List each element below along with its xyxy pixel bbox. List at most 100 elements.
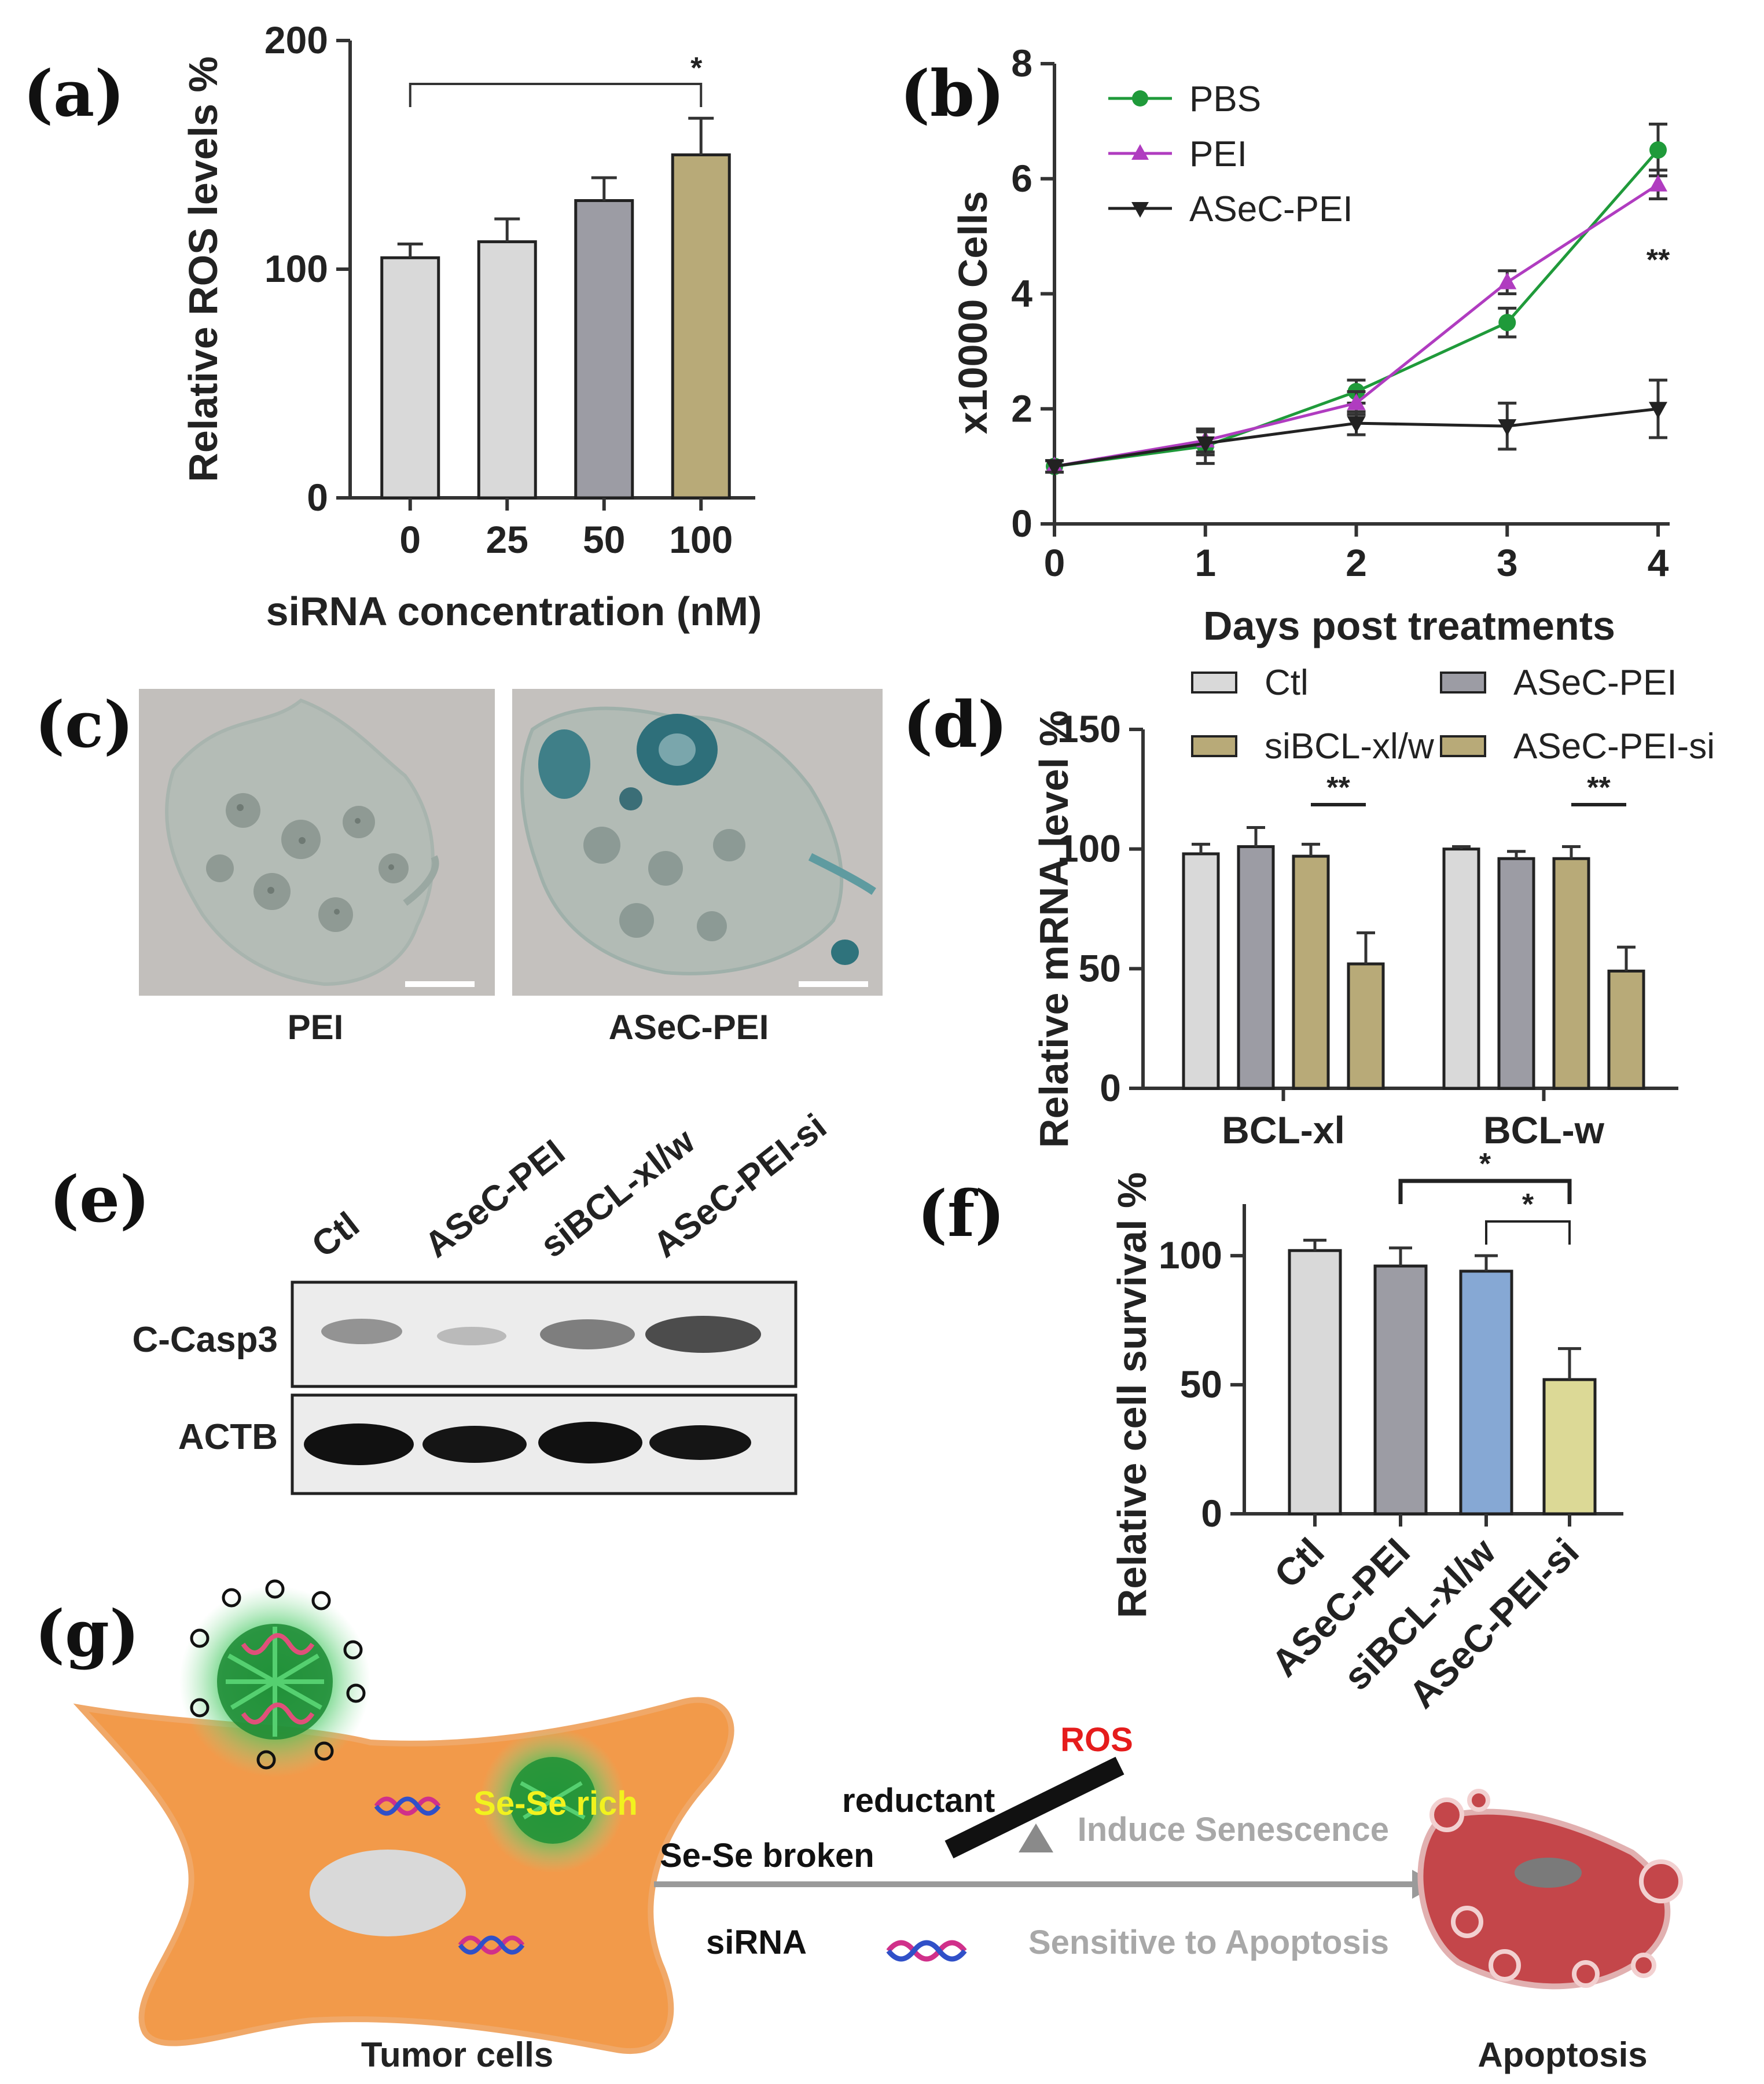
- panel-d-letter: (d): [903, 687, 1008, 762]
- b-ytick-label: 8: [1011, 42, 1032, 85]
- lane-label-ctl: Ctl: [304, 1205, 367, 1265]
- panel-a-letter: (a): [23, 56, 124, 131]
- a-sig-bracket: [409, 83, 703, 107]
- a-ytick-label: 100: [264, 247, 328, 290]
- b-xtick-label: 4: [1648, 541, 1669, 584]
- panel-b-letter: (b): [900, 56, 1005, 131]
- scale-bar-left: [405, 981, 475, 987]
- panel-c: (c) PEI: [35, 687, 883, 1047]
- panel-b: (b) 0 2 4 6 8 0 1 2 3 4 ** PBS PEI ASeC-PEI x10000 Ce…: [900, 42, 1670, 648]
- b-point-PEI: [1347, 393, 1366, 410]
- a-xtick-label: 25: [486, 518, 528, 561]
- f-ytick-label: 0: [1201, 1492, 1222, 1535]
- b-xtick-label: 2: [1346, 541, 1367, 584]
- nanoparticle-inner: [480, 1728, 625, 1873]
- f-sig-bracket: [1485, 1220, 1571, 1245]
- a-bar: [574, 199, 634, 500]
- d-legend-swatch: [1191, 672, 1237, 694]
- b-xtick-label: 0: [1044, 541, 1065, 584]
- sirna-helix-2: [458, 1935, 525, 1955]
- d-legend-swatch: [1191, 735, 1237, 757]
- d-legend-swatch: [1440, 735, 1486, 757]
- b-annotation: **: [1647, 243, 1670, 277]
- apoptosis-label: Apoptosis: [1478, 2035, 1647, 2074]
- blot-lane-labels: Ctl ASeC-PEI siBCL-xl/w ASeC-PEI-si: [304, 1106, 834, 1265]
- b-legend-marker: [1132, 90, 1148, 107]
- panel-f-letter: (f): [917, 1176, 1005, 1251]
- panel-d: (d) 0 50 100 150 BCL-xl ** BCL-w ** Ctl ASeC-PEI…: [903, 663, 1715, 1151]
- se-se-rich-label: Se-Se rich: [473, 1785, 638, 1822]
- d-ytick-label: 50: [1079, 946, 1121, 989]
- induce-senescence-label: Induce Senescence: [1078, 1811, 1389, 1848]
- b-point-PEI: [1498, 272, 1517, 289]
- micrograph-asec-pei-label: ASeC-PEI: [609, 1008, 769, 1047]
- a-ylabel: Relative ROS levels %: [181, 56, 226, 482]
- panel-c-letter: (c): [35, 687, 134, 762]
- ros-label: ROS: [1060, 1721, 1133, 1759]
- a-xtick-label: 100: [669, 518, 733, 561]
- cell-nucleus: [310, 1850, 466, 1936]
- a-bar: [477, 240, 537, 500]
- f-sig-label: *: [1522, 1188, 1534, 1221]
- f-ylabel: Relative cell survival %: [1109, 1172, 1155, 1618]
- balance-beam: [945, 1756, 1124, 1859]
- a-xlabel: siRNA concentration (nM): [266, 589, 762, 634]
- blot-actb: [291, 1393, 798, 1495]
- a-ytick-label: 200: [264, 19, 328, 61]
- micrograph-pei-label: PEI: [288, 1008, 344, 1047]
- b-xlabel: Days post treatments: [1203, 603, 1615, 648]
- a-sig-label: *: [690, 52, 703, 85]
- blot-row-actb: ACTB: [178, 1417, 278, 1457]
- d-legend-label: Ctl: [1265, 663, 1309, 703]
- b-ylabel: x10000 Cells: [950, 191, 995, 434]
- d-bar: [1347, 962, 1385, 1090]
- d-sig-label: **: [1326, 771, 1350, 805]
- b-ytick-label: 0: [1011, 502, 1032, 545]
- f-bar: [1288, 1249, 1342, 1516]
- f-bar: [1542, 1378, 1597, 1516]
- d-ytick-label: 0: [1100, 1066, 1121, 1109]
- b-xtick-label: 1: [1195, 541, 1216, 584]
- b-point-ASeC-PEI: [1498, 419, 1517, 436]
- f-ytick-label: 100: [1159, 1234, 1222, 1276]
- a-ytick-label: 0: [307, 476, 328, 519]
- b-point-PBS: [1649, 141, 1667, 159]
- sirna-helix-1: [374, 1796, 441, 1816]
- d-bar: [1497, 857, 1535, 1090]
- d-sig-label: **: [1587, 771, 1611, 805]
- b-ytick-label: 2: [1011, 387, 1032, 430]
- d-bar: [1292, 854, 1330, 1090]
- b-point-PEI: [1649, 174, 1667, 192]
- tumor-cells-label: Tumor cells: [361, 2035, 553, 2074]
- f-ytick-label: 50: [1180, 1363, 1222, 1406]
- scale-bar-right: [799, 981, 868, 987]
- d-xtick-label: BCL-xl: [1222, 1109, 1345, 1151]
- b-legend-label: PEI: [1189, 134, 1247, 174]
- f-bar: [1373, 1264, 1428, 1516]
- blot-row-c-casp3: C-Casp3: [132, 1320, 278, 1360]
- b-ytick-label: 6: [1011, 157, 1032, 200]
- panel-g-letter: (g): [35, 1596, 139, 1671]
- d-legend: Ctl ASeC-PEI siBCL-xl/w ASeC-PEI-si: [1191, 663, 1715, 766]
- b-xtick-label: 3: [1497, 541, 1518, 584]
- d-ytick-label: 150: [1057, 707, 1121, 750]
- d-legend-label: siBCL-xl/w: [1265, 727, 1434, 766]
- d-bar: [1237, 845, 1275, 1090]
- b-ytick-label: 4: [1011, 272, 1032, 315]
- panel-e-letter: (e): [49, 1162, 150, 1237]
- blot-c-casp3: [291, 1281, 798, 1388]
- b-legend-marker: [1131, 144, 1149, 160]
- sensitive-apoptosis-label: Sensitive to Apoptosis: [1028, 1924, 1389, 1961]
- se-se-broken-label: Se-Se broken: [660, 1837, 874, 1874]
- micrograph-asec-pei: [512, 689, 883, 996]
- d-legend-label: ASeC-PEI-si: [1513, 727, 1715, 766]
- f-bar: [1459, 1270, 1513, 1516]
- a-bar: [380, 256, 440, 500]
- sirna-helix-3: [886, 1940, 967, 1962]
- f-xtick-label: Ctl: [1266, 1530, 1332, 1597]
- d-legend-swatch: [1440, 672, 1486, 694]
- b-point-ASeC-PEI: [1347, 416, 1366, 434]
- f-sig-bracket: [1398, 1179, 1572, 1204]
- b-legend-marker: [1131, 202, 1149, 218]
